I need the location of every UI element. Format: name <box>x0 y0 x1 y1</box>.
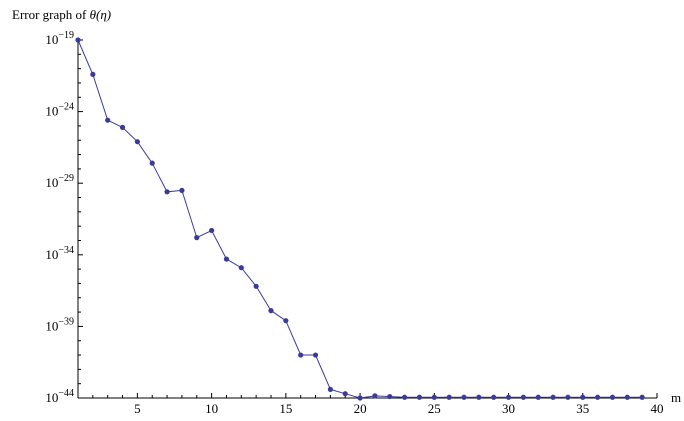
data-point <box>105 117 111 123</box>
data-point <box>179 187 185 193</box>
data-point <box>476 394 482 400</box>
data-point <box>283 318 289 324</box>
y-tick-label: 10−19 <box>45 30 74 47</box>
y-tick-label: 10−39 <box>45 316 74 333</box>
data-point <box>580 394 586 400</box>
data-point <box>223 256 230 262</box>
x-tick-label: 5 <box>134 401 141 416</box>
series-group <box>75 37 645 401</box>
data-point <box>431 394 437 400</box>
data-point <box>164 189 170 195</box>
data-point <box>416 394 423 400</box>
x-tick-label: 35 <box>576 401 589 416</box>
data-point <box>505 394 512 400</box>
data-point <box>134 139 140 145</box>
data-point <box>75 37 81 43</box>
data-point <box>595 394 601 400</box>
x-axis-label: m <box>671 390 681 405</box>
data-point <box>624 394 630 400</box>
x-tick-label: 10 <box>205 401 218 416</box>
y-tick-label: 10−34 <box>45 245 74 262</box>
data-point <box>565 394 571 400</box>
data-point <box>639 394 645 400</box>
data-point <box>535 394 541 400</box>
x-tick-label: 20 <box>354 401 367 416</box>
data-point <box>90 71 96 77</box>
data-point <box>327 386 333 393</box>
y-axis-ticks: 10−44 10−39 10−34 10−29 10−24 10−19 <box>45 30 83 405</box>
data-point <box>149 160 155 166</box>
data-point <box>238 265 244 271</box>
data-point <box>491 394 497 400</box>
data-point <box>209 227 215 234</box>
series-line <box>77 39 643 399</box>
x-tick-label: 15 <box>279 401 292 416</box>
data-point <box>550 394 556 400</box>
x-tick-label: 30 <box>502 401 515 416</box>
data-point <box>312 352 319 358</box>
data-point <box>520 394 526 400</box>
data-point <box>402 394 408 400</box>
data-point <box>253 283 259 289</box>
chart-title-symbol: θ(η) <box>90 7 112 22</box>
data-point <box>268 308 274 314</box>
data-point <box>387 393 393 400</box>
y-tick-label: 10−24 <box>45 102 74 119</box>
y-tick-label: 10−44 <box>45 388 74 405</box>
data-point <box>119 124 126 130</box>
axes <box>77 38 657 399</box>
y-tick-label: 10−29 <box>45 173 74 190</box>
x-tick-label: 40 <box>651 401 664 416</box>
data-point <box>357 395 363 401</box>
data-point <box>446 394 452 400</box>
chart-title-prefix: Error graph of <box>12 7 90 22</box>
chart-title: Error graph of θ(η) <box>12 7 111 22</box>
data-point <box>372 393 378 399</box>
data-point <box>461 394 467 400</box>
data-point <box>342 391 348 397</box>
data-point <box>609 394 616 400</box>
data-point <box>194 235 200 241</box>
data-point <box>298 352 304 358</box>
x-tick-label: 25 <box>428 401 441 416</box>
